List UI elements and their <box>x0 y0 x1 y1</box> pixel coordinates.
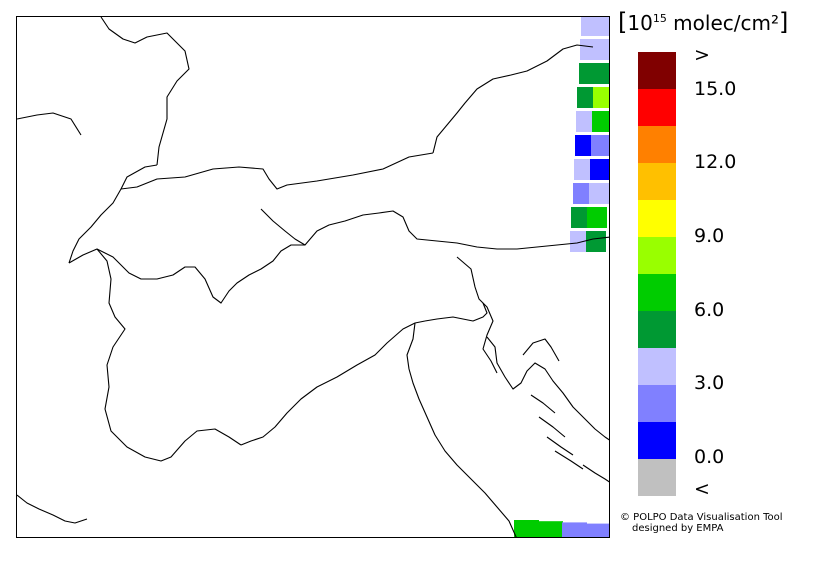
colorbar-swatch-9 <box>638 385 676 422</box>
map-canvas <box>17 17 609 537</box>
france-west-border <box>17 112 82 136</box>
credit-text: © POLPO Data Visualisation Tool designed… <box>620 512 783 534</box>
swath-pixel <box>593 87 609 108</box>
unit-text: molec/cm² <box>666 11 779 35</box>
swath-pixel <box>595 63 609 84</box>
tick-label-3: 3.0 <box>694 372 725 394</box>
border-swiss-italy <box>96 244 305 304</box>
colorbar-swatch-7 <box>638 311 676 348</box>
unit-bracket-open: [ <box>618 8 628 36</box>
coast-adriatic-west <box>406 322 517 537</box>
coast-tyrrhenian <box>17 494 88 524</box>
unit-exponent: 15 <box>652 12 667 25</box>
colorbar-swatch-0 <box>638 52 676 89</box>
swath-pixel <box>538 521 563 537</box>
colorbar-swatch-1 <box>638 89 676 126</box>
tick-label-0: 0.0 <box>694 446 725 468</box>
coast-croatia-islands <box>522 338 584 470</box>
colorbar-swatch-11 <box>638 459 676 496</box>
tick-label-15: 15.0 <box>694 78 737 100</box>
tick-label-12: 12.0 <box>694 151 737 173</box>
coast-istria <box>486 336 609 441</box>
unit-base: 10 <box>627 11 653 35</box>
satellite-swath-bottom <box>514 520 609 537</box>
colorbar-swatch-6 <box>638 274 676 311</box>
swath-pixel <box>591 135 609 156</box>
swath-pixel <box>586 523 609 537</box>
tick-label-above: > <box>694 44 710 66</box>
swath-pixel <box>597 17 609 36</box>
map-frame <box>16 16 610 538</box>
tick-label-below: < <box>694 478 710 500</box>
legend-unit-label: [1015 molec/cm²] <box>618 8 788 36</box>
swath-pixel <box>586 231 606 252</box>
swath-pixel <box>589 183 609 204</box>
colorbar-swatch-5 <box>638 237 676 274</box>
colorbar-swatch-3 <box>638 163 676 200</box>
tick-label-6: 6.0 <box>694 299 725 321</box>
colorbar-swatch-4 <box>638 200 676 237</box>
colorbar-swatch-8 <box>638 348 676 385</box>
island-dalmatia <box>582 464 609 483</box>
swath-pixel <box>587 207 607 228</box>
border-slovenia <box>456 256 498 374</box>
border-austria-italy <box>260 208 609 250</box>
swath-pixel <box>590 159 609 180</box>
tick-label-9: 9.0 <box>694 225 725 247</box>
coast-ligurian <box>240 320 426 446</box>
border-switzerland-north <box>120 152 434 190</box>
border-switzerland <box>68 164 158 264</box>
credit-line-2: designed by EMPA <box>632 523 724 534</box>
border-austria-north <box>432 44 594 154</box>
colorbar <box>638 52 676 496</box>
colorbar-swatch-10 <box>638 422 676 459</box>
colorbar-swatch-2 <box>638 126 676 163</box>
swath-pixel <box>596 39 609 60</box>
satellite-swath-east <box>570 17 609 252</box>
border-switzerland-south <box>68 248 242 462</box>
swath-pixel <box>592 111 609 132</box>
swath-pixel <box>562 522 587 537</box>
coast-adriatic-north <box>424 302 488 322</box>
unit-bracket-close: ] <box>779 8 789 36</box>
swath-pixel <box>514 520 539 537</box>
border-france-germany <box>100 17 190 166</box>
credit-line-1: © POLPO Data Visualisation Tool <box>620 512 783 523</box>
